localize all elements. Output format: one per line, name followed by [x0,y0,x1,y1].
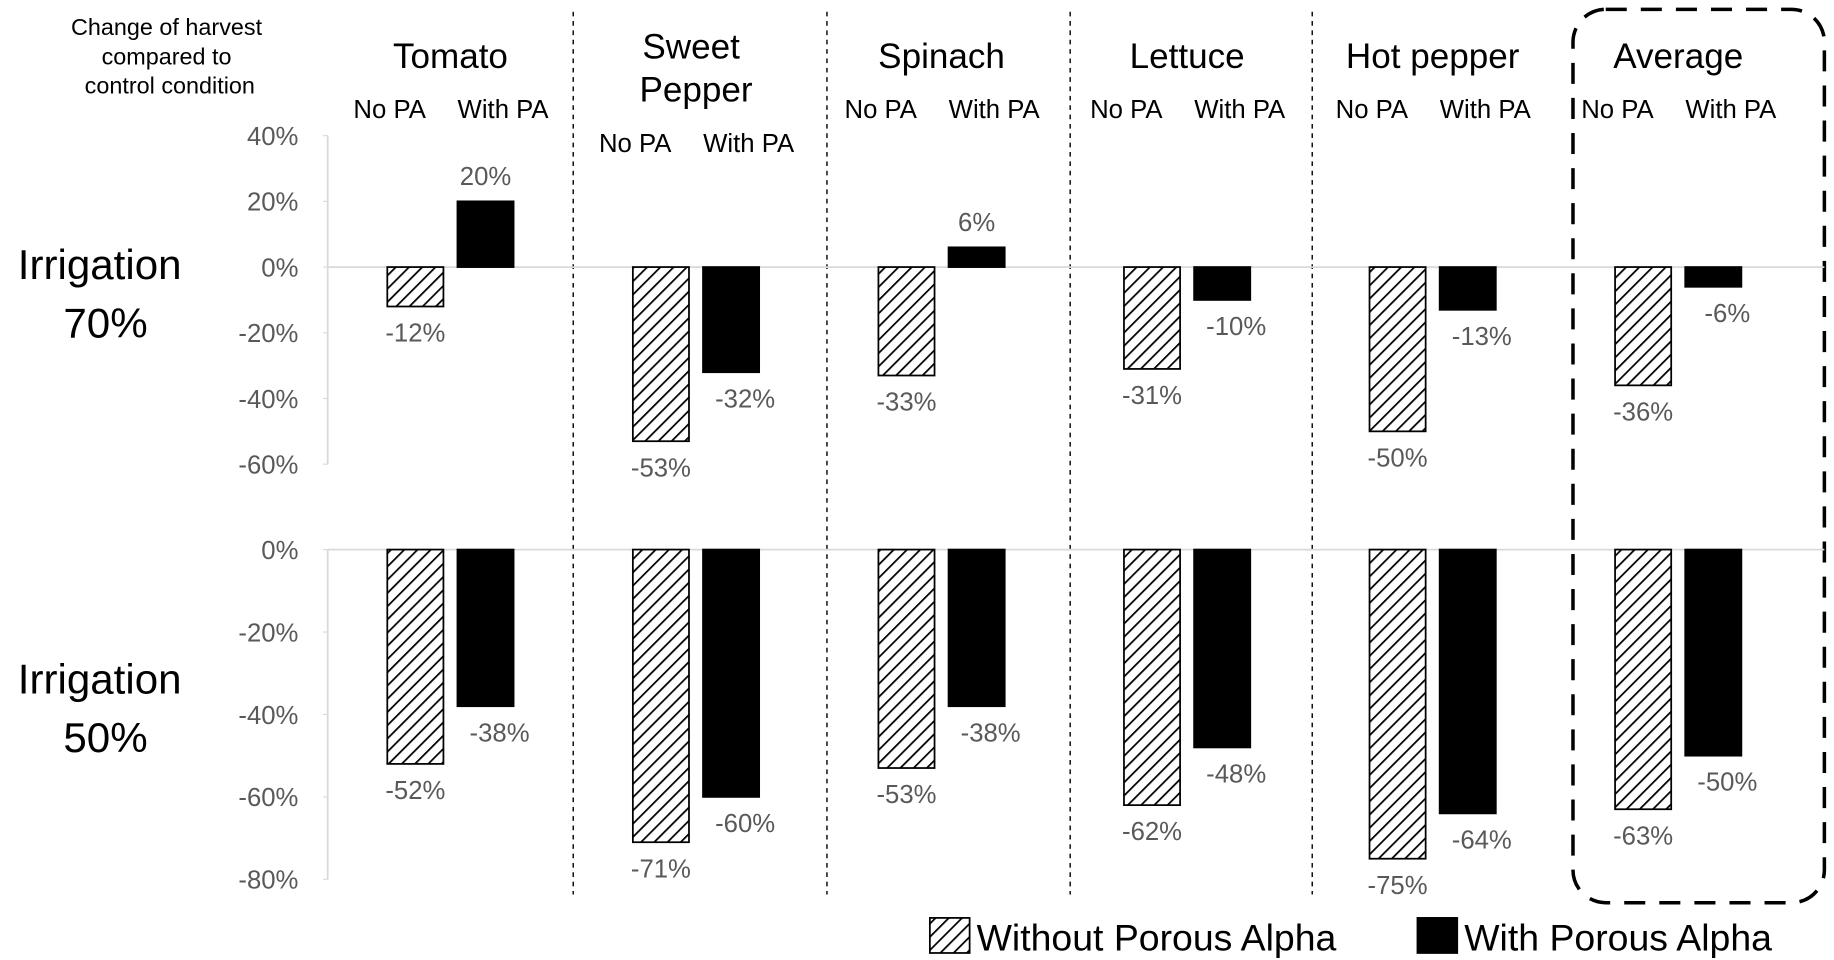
category-label: Average [1613,37,1743,76]
bar [947,246,1006,268]
bar [877,548,936,769]
category-label: Spinach [878,37,1005,76]
value-label: -64% [1452,826,1512,854]
bar [631,266,690,443]
bar [1368,548,1427,860]
y-tick-label: -40% [238,386,298,414]
value-label: -50% [1697,769,1757,797]
value-label: 20% [460,163,511,191]
bar [1193,548,1252,749]
group-label: With PA [1194,96,1286,124]
bar [1193,266,1252,301]
y-tick-label: -40% [238,702,298,730]
value-label: -6% [1704,300,1750,328]
value-label: -38% [470,719,530,747]
legend-label: Without Porous Alpha [977,917,1337,959]
bar [386,548,445,765]
y-tick-label: -60% [238,784,298,812]
bar [1123,266,1181,370]
dividers [572,11,1313,895]
group-label: With PA [949,96,1041,124]
value-label: -63% [1613,822,1673,850]
group-label: No PA [1336,96,1409,124]
bar [456,200,515,268]
value-label: -12% [385,320,445,348]
category-label: Sweet Pepper [639,27,752,109]
bar [877,266,936,377]
value-label: -75% [1368,872,1428,900]
value-label: -31% [1122,382,1182,410]
bar [1438,266,1497,311]
value-label: -60% [715,810,775,838]
bar [702,266,761,374]
bar [456,548,515,708]
y-tick-label: 40% [247,123,298,151]
bar [1614,548,1673,811]
value-label: -48% [1206,760,1266,788]
y-tick-label: -20% [238,320,298,348]
y-tick-label: 20% [247,189,298,217]
value-label: 6% [958,209,995,237]
bar [702,548,761,798]
value-label: -53% [876,781,936,809]
value-label: -33% [876,389,936,417]
group-label: With PA [458,96,550,124]
group-label: No PA [353,96,426,124]
y-tick-label: -60% [238,452,298,480]
bar [1614,266,1673,387]
group-label: No PA [845,96,918,124]
group-label: With PA [1685,96,1777,124]
average-box [1571,7,1827,905]
legend-swatch [1416,917,1459,954]
category-label: Hot pepper [1346,37,1520,76]
value-label: -13% [1452,323,1512,351]
group-label: No PA [599,130,672,158]
value-label: -71% [631,855,691,883]
bar [1684,548,1743,757]
value-label: -10% [1206,313,1266,341]
bar [1684,266,1743,288]
panel-title: Irrigation 50% [18,655,193,760]
value-label: -50% [1368,444,1428,472]
value-label: -36% [1613,398,1673,426]
bar [1438,548,1497,815]
y-tick-label: 0% [261,254,298,282]
group-label: No PA [1581,96,1654,124]
bar [631,548,690,844]
y-tick-label: -20% [238,619,298,647]
value-label: -32% [715,385,775,413]
value-label: -38% [961,719,1021,747]
legend-label: With Porous Alpha [1464,917,1772,959]
bar [1368,266,1427,433]
category-label: Lettuce [1130,37,1245,76]
bar [1123,548,1181,807]
value-label: -62% [1122,818,1182,846]
bar [386,266,445,308]
group-label: With PA [1440,96,1532,124]
legend-swatch [928,917,971,954]
y-tick-label: -80% [238,867,298,895]
value-label: -53% [631,454,691,482]
bar [947,548,1006,708]
y-axis-label: Change of harvest compared to control co… [71,14,269,98]
category-label: Tomato [393,37,508,76]
y-tick-label: 0% [261,537,298,565]
group-label: With PA [703,130,795,158]
panel-title: Irrigation 70% [18,241,193,346]
value-label: -52% [385,777,445,805]
group-label: No PA [1090,96,1163,124]
